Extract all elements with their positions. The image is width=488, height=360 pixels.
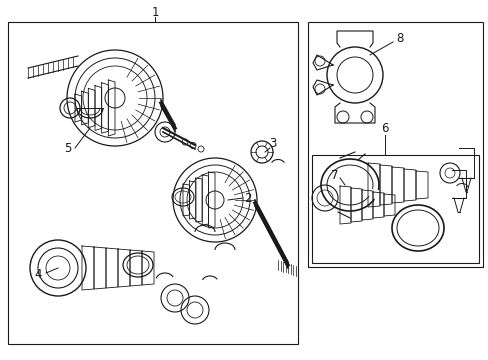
Bar [8, 22, 297, 344]
Text: 2: 2 [244, 192, 251, 204]
Text: 7: 7 [330, 168, 338, 181]
Text: 1: 1 [151, 5, 159, 18]
Text: 4: 4 [34, 269, 41, 282]
Text: 5: 5 [64, 141, 72, 154]
Bar [311, 155, 478, 263]
Bar [307, 22, 482, 267]
Text: 8: 8 [395, 32, 403, 45]
Text: 3: 3 [269, 136, 276, 149]
Text: 6: 6 [381, 122, 388, 135]
